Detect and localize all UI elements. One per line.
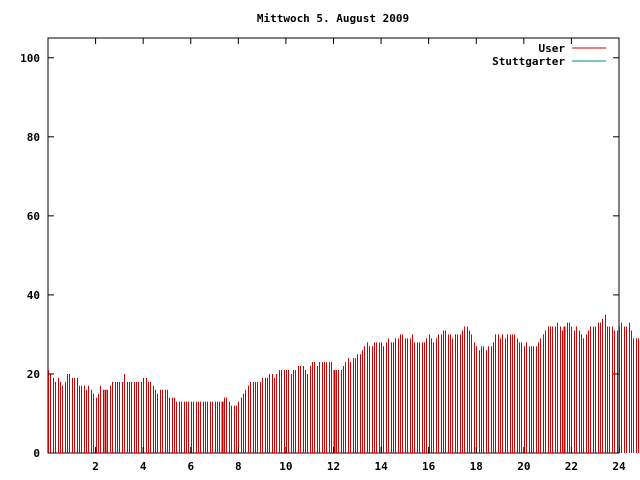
x-axis: 2 4 6 8 10 12 14 16 18 20 22 24 xyxy=(92,38,626,473)
y-tick-label: 60 xyxy=(27,210,40,223)
x-tick-label: 4 xyxy=(140,460,147,473)
x-tick-label: 2 xyxy=(92,460,99,473)
x-tick-label: 22 xyxy=(565,460,578,473)
x-tick-label: 12 xyxy=(327,460,340,473)
legend-label-stuttgarter: Stuttgarter xyxy=(492,55,565,68)
x-tick-label: 14 xyxy=(374,460,388,473)
x-tick-label: 24 xyxy=(612,460,626,473)
y-tick-label: 100 xyxy=(20,52,40,65)
x-tick-label: 18 xyxy=(470,460,483,473)
x-tick-label: 8 xyxy=(235,460,242,473)
y-tick-label: 0 xyxy=(33,447,40,460)
y-tick-label: 20 xyxy=(27,368,40,381)
y-tick-label: 40 xyxy=(27,289,40,302)
legend: User Stuttgarter xyxy=(492,42,606,68)
chart-title: Mittwoch 5. August 2009 xyxy=(257,12,409,25)
bar-group xyxy=(48,314,639,453)
y-axis: 0 20 40 60 80 100 xyxy=(20,52,619,460)
y-tick-label: 80 xyxy=(27,131,40,144)
x-tick-label: 16 xyxy=(422,460,436,473)
x-tick-label: 10 xyxy=(279,460,292,473)
legend-label-user: User xyxy=(539,42,566,55)
x-tick-label: 6 xyxy=(187,460,194,473)
x-tick-label: 20 xyxy=(517,460,530,473)
